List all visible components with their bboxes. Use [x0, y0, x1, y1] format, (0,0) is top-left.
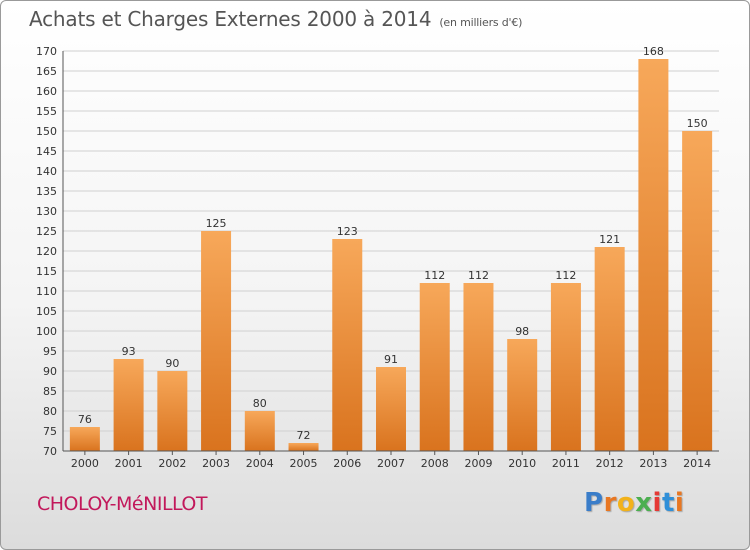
- x-tick-label: 2013: [639, 457, 667, 470]
- bar-2008: [419, 283, 450, 451]
- proxiti-logo: Proxiti: [584, 488, 684, 518]
- bar-2010: [507, 339, 538, 451]
- x-tick-label: 2007: [377, 457, 405, 470]
- bar-2009: [463, 283, 494, 451]
- bar-2004: [244, 411, 275, 451]
- logo-letter: i: [674, 488, 685, 518]
- bar-2001: [113, 359, 144, 451]
- logo-letter: r: [603, 488, 617, 518]
- y-tick-label: 105: [36, 305, 57, 318]
- bar-2014: [682, 131, 713, 451]
- y-tick-label: 90: [43, 365, 57, 378]
- y-tick-label: 80: [43, 405, 57, 418]
- x-tick-label: 2003: [202, 457, 230, 470]
- y-tick-label: 130: [36, 205, 57, 218]
- bar-2002: [157, 371, 188, 451]
- x-tick-label: 2001: [115, 457, 143, 470]
- logo-letter: t: [661, 488, 675, 518]
- x-axis-ticks: 2000 2001 2002 2003 2004 2005 2006 2007 2008 2009…: [71, 451, 711, 470]
- data-label-2006: 123: [337, 225, 358, 238]
- x-tick-label: 2010: [508, 457, 536, 470]
- x-tick-label: 2009: [464, 457, 492, 470]
- bar-2007: [376, 367, 406, 451]
- chart-subtitle: (en milliers d'€): [439, 16, 523, 29]
- x-tick-label: 2004: [246, 457, 274, 470]
- data-label-2002: 90: [165, 357, 179, 370]
- bar-2000: [69, 427, 100, 451]
- y-tick-label: 70: [43, 445, 57, 458]
- y-tick-label: 120: [36, 245, 57, 258]
- chart-title: Achats et Charges Externes 2000 à 2014 (e…: [29, 7, 522, 31]
- y-tick-label: 155: [36, 105, 57, 118]
- y-axis-ticks: 70 75 80 85 90 95 100 105 110 115 120 125 130 135 140 1…: [36, 45, 57, 458]
- data-label-2009: 112: [468, 269, 489, 282]
- y-tick-label: 160: [36, 85, 57, 98]
- y-tick-label: 165: [36, 65, 57, 78]
- x-tick-label: 2002: [158, 457, 186, 470]
- data-label-2004: 80: [253, 397, 267, 410]
- y-tick-label: 75: [43, 425, 57, 438]
- commune-name: CHOLOY-MéNILLOT: [37, 493, 208, 515]
- y-tick-label: 115: [36, 265, 57, 278]
- x-tick-label: 2014: [683, 457, 711, 470]
- logo-letter: o: [616, 488, 636, 518]
- data-label-2003: 125: [206, 217, 227, 230]
- data-label-2008: 112: [424, 269, 445, 282]
- logo-letter: x: [635, 488, 653, 518]
- chart-title-text: Achats et Charges Externes 2000 à 2014: [29, 7, 432, 31]
- data-label-2011: 112: [555, 269, 576, 282]
- y-tick-label: 100: [36, 325, 57, 338]
- bar-2005: [288, 443, 319, 451]
- data-label-2010: 98: [515, 325, 529, 338]
- x-tick-label: 2011: [552, 457, 580, 470]
- y-tick-label: 85: [43, 385, 57, 398]
- y-tick-label: 145: [36, 145, 57, 158]
- bars: [69, 59, 713, 451]
- x-tick-label: 2000: [71, 457, 99, 470]
- x-tick-label: 2008: [421, 457, 449, 470]
- data-label-2013: 168: [643, 45, 664, 58]
- bar-2003: [201, 231, 232, 451]
- data-label-2014: 150: [687, 117, 708, 130]
- x-tick-label: 2012: [596, 457, 624, 470]
- data-label-2005: 72: [297, 429, 311, 442]
- y-tick-label: 95: [43, 345, 57, 358]
- y-tick-label: 135: [36, 185, 57, 198]
- logo-letter: P: [584, 488, 604, 518]
- data-label-2000: 76: [78, 413, 92, 426]
- bar-2011: [550, 283, 581, 451]
- data-label-2001: 93: [122, 345, 136, 358]
- bar-2006: [332, 239, 363, 451]
- y-tick-label: 125: [36, 225, 57, 238]
- y-tick-label: 140: [36, 165, 57, 178]
- logo-letter: i: [652, 488, 662, 518]
- data-labels: 76 93 90 125 80 72 123 91 112 112 98 112 121 168 150: [78, 45, 708, 442]
- bar-2012: [594, 247, 625, 451]
- data-label-2012: 121: [599, 233, 620, 246]
- x-tick-label: 2006: [333, 457, 361, 470]
- data-label-2007: 91: [384, 353, 398, 366]
- y-tick-label: 150: [36, 125, 57, 138]
- bar-2013: [638, 59, 669, 451]
- y-tick-label: 170: [36, 45, 57, 58]
- x-tick-label: 2005: [290, 457, 318, 470]
- y-tick-label: 110: [36, 285, 57, 298]
